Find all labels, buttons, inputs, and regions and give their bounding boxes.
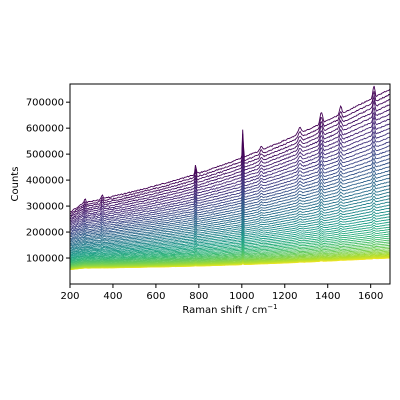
spectrum-line [70, 207, 390, 254]
y-tick-label: 500000 [26, 150, 64, 161]
spectrum-line [70, 235, 390, 263]
spectrum-line [70, 198, 390, 250]
spectrum-line [70, 152, 390, 235]
spectrum-line [70, 251, 390, 269]
spectrum-line [70, 130, 390, 228]
spectrum-line [70, 244, 390, 266]
spectrum-line [70, 157, 390, 237]
spectrum-line [70, 181, 390, 244]
x-axis-label-superscript: −1 [267, 303, 277, 311]
x-tick-label: 1400 [315, 291, 340, 302]
x-tick-label: 1000 [229, 291, 254, 302]
x-tick-label: 1600 [358, 291, 383, 302]
y-tick-label: 700000 [26, 98, 64, 109]
spectrum-line [70, 149, 390, 234]
spectrum-line [70, 247, 390, 267]
x-axis-label-text: Raman shift / cm [182, 305, 267, 316]
spectrum-line [70, 253, 390, 269]
spectrum-line [70, 233, 390, 262]
spectrum-line [70, 140, 390, 231]
spectrum-line [70, 191, 390, 248]
spectrum-line [70, 106, 390, 220]
spectrum-line [70, 216, 390, 257]
spectrum-line [70, 166, 390, 240]
spectrum-line [70, 243, 390, 266]
spectrum-line [70, 226, 390, 260]
spectrum-line [70, 134, 390, 229]
spectrum-line [70, 204, 390, 252]
spectrum-line [70, 188, 390, 247]
y-axis-ticks: 100000 200000 300000 400000 500000 600000 7000… [26, 98, 70, 265]
spectrum-line [70, 144, 390, 232]
x-tick-label: 600 [146, 291, 165, 302]
spectrum-line [70, 231, 390, 262]
spectrum-line [70, 250, 390, 268]
spectrum-line [70, 210, 390, 254]
spectrum-line [70, 125, 390, 226]
spectrum-line [70, 201, 390, 251]
spectrum-line [70, 99, 390, 218]
spectrum-line [70, 161, 390, 238]
y-tick-label: 100000 [26, 254, 64, 265]
spectrum-line [70, 246, 390, 267]
spectrum-line [70, 169, 390, 241]
x-tick-label: 800 [189, 291, 208, 302]
spectrum-line [70, 218, 390, 258]
y-tick-label: 200000 [26, 228, 64, 239]
spectrum-line [70, 173, 390, 242]
y-tick-label: 400000 [26, 176, 64, 187]
spectrum-line [70, 224, 390, 259]
x-tick-label: 400 [103, 291, 122, 302]
x-tick-label: 200 [60, 291, 79, 302]
spectrum-line [70, 85, 390, 213]
spectrum-line [70, 213, 390, 256]
spectrum-line [70, 177, 390, 243]
spectrum-line [70, 120, 390, 225]
spectrum-line [70, 91, 390, 215]
spectrum-line [70, 111, 390, 222]
spectrum-line [70, 195, 390, 249]
spectrum-line [70, 184, 390, 246]
spectrum-line [70, 95, 390, 217]
y-tick-label: 300000 [26, 202, 64, 213]
y-axis-label: Counts [10, 167, 21, 202]
plot-frame [69, 83, 391, 285]
y-tick-label: 600000 [26, 124, 64, 135]
spectrum-line [70, 237, 390, 264]
spectrum-line [70, 228, 390, 261]
spectra-series-group [70, 85, 390, 271]
spectrum-line [70, 239, 390, 264]
x-axis-ticks: 200 400 600 800 1000 1200 1400 1600 [60, 284, 383, 302]
spectrum-line [70, 221, 390, 258]
x-axis-label: Raman shift / cm−1 [182, 303, 277, 316]
spectrum-line [70, 249, 390, 268]
x-tick-label: 1200 [272, 291, 297, 302]
spectrum-line [70, 241, 390, 265]
spectrum-line [70, 115, 390, 223]
